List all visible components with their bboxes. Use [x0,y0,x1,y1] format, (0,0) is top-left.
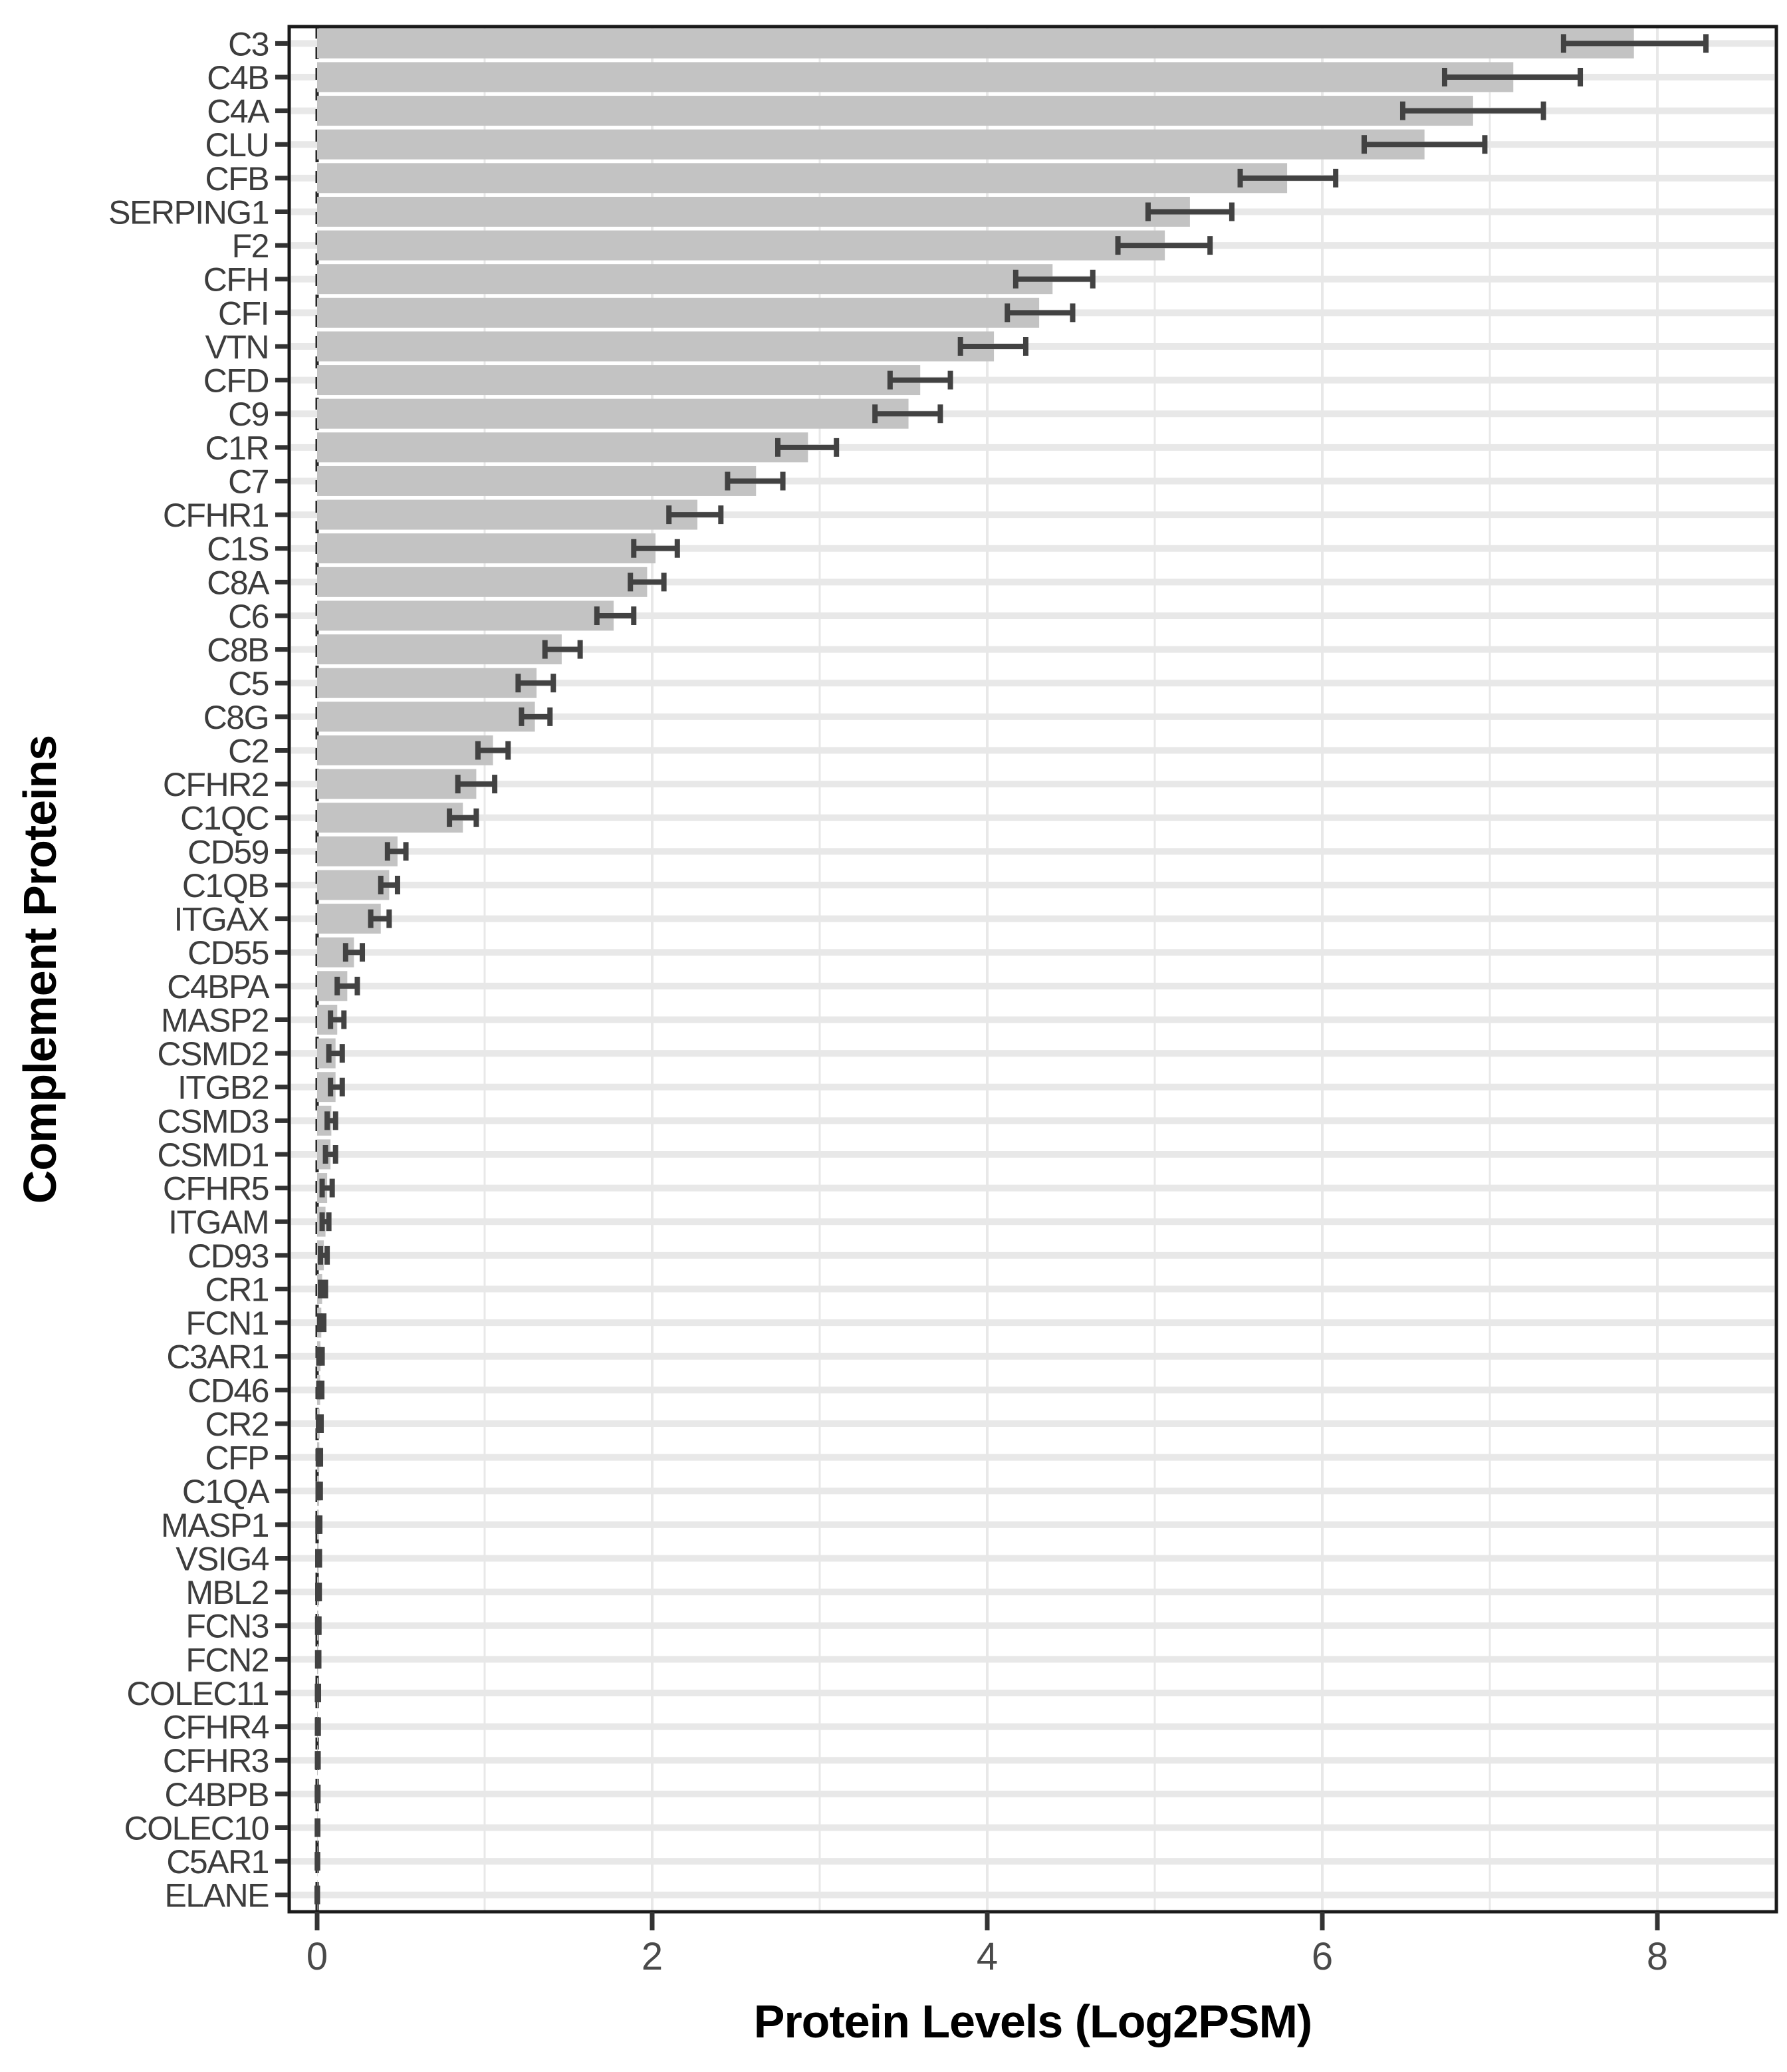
bar-CLU [317,129,1425,160]
y-axis-label-ITGAX: ITGAX [174,901,269,938]
x-tick-label-8: 8 [1647,1935,1668,1978]
y-axis-label-CLU: CLU [205,126,269,164]
y-axis-label-MBL2: MBL2 [185,1574,269,1611]
y-axis-label-VSIG4: VSIG4 [176,1540,269,1577]
y-axis-label-C8B: C8B [207,632,269,669]
bar-C6 [317,600,614,631]
y-axis-label-C4BPA: C4BPA [167,968,270,1005]
bar-C1QC [317,803,463,833]
bar-CFHR1 [317,499,698,530]
y-axis-label-C5: C5 [228,665,269,702]
y-axis-label-CD93: CD93 [187,1237,269,1275]
bar-C4A [317,96,1473,126]
y-axis-label-CR2: CR2 [205,1406,269,1443]
bar-CFI [317,297,1040,328]
x-tick-label-2: 2 [642,1935,663,1978]
y-axis-label-C7: C7 [228,463,269,500]
y-axis-label-COLEC11: COLEC11 [126,1675,269,1712]
y-axis-label-C1QB: C1QB [182,867,269,904]
y-axis-label-CFD: CFD [203,362,269,400]
y-axis-label-C1QA: C1QA [182,1473,270,1510]
bar-CD59 [317,836,398,866]
y-axis-label-C4BPB: C4BPB [165,1776,269,1813]
y-axis-label-CD55: CD55 [187,934,269,971]
bar-C1R [317,432,808,463]
bar-VTN [317,331,995,362]
bar-C8G [317,702,535,732]
bar-C7 [317,465,757,496]
y-axis-label-CFHR1: CFHR1 [163,497,269,534]
y-axis-label-CFB: CFB [205,160,269,197]
y-axis-label-C3AR1: C3AR1 [166,1339,269,1376]
y-axis-label-VTN: VTN [205,328,269,366]
y-axis-label-FCN2: FCN2 [185,1641,269,1678]
y-axis-label-CR1: CR1 [205,1271,269,1308]
bar-C8A [317,567,648,597]
y-axis-label-C4A: C4A [207,93,270,130]
y-axis-label-ITGAM: ITGAM [168,1204,269,1241]
x-axis-title: Protein Levels (Log2PSM) [753,1996,1312,2047]
y-axis-label-C1R: C1R [205,430,269,467]
y-axis-label-C5AR1: C5AR1 [166,1843,269,1880]
y-axis-label-ELANE: ELANE [165,1877,269,1914]
y-axis-label-C2: C2 [228,732,269,769]
y-axis-label-C4B: C4B [207,59,269,96]
y-axis-label-COLEC10: COLEC10 [124,1809,269,1847]
bar-C1S [317,533,656,564]
y-axis-label-CFP: CFP [205,1440,269,1477]
bar-C5 [317,668,537,698]
y-axis-title: Complement Proteins [14,735,66,1204]
bar-CFHR2 [317,769,477,799]
bar-CFD [317,365,921,396]
y-axis-label-CFI: CFI [218,295,269,332]
bar-C4B [317,62,1514,92]
bar-SERPING1 [317,196,1190,227]
x-tick-label-4: 4 [977,1935,998,1978]
y-axis-label-C3: C3 [228,25,269,63]
panel-border [287,25,1778,1914]
y-axis-label-CSMD2: CSMD2 [157,1035,269,1073]
y-axis-label-FCN1: FCN1 [185,1305,269,1342]
y-axis-label-C8A: C8A [207,564,270,601]
bar-C9 [317,398,909,429]
y-axis-label-ITGB2: ITGB2 [178,1069,269,1106]
bar-CFB [317,163,1288,194]
bar-CFH [317,264,1053,295]
bar-C3 [317,28,1634,59]
y-axis-label-CSMD1: CSMD1 [157,1136,269,1174]
y-axis-label-CD59: CD59 [187,833,269,870]
x-tick-label-6: 6 [1312,1935,1333,1978]
y-axis-label-C8G: C8G [203,699,269,736]
y-axis-label-CD46: CD46 [187,1372,269,1409]
y-axis-label-CFHR3: CFHR3 [163,1742,269,1779]
y-axis-label-CSMD3: CSMD3 [157,1102,269,1140]
y-axis-label-SERPING1: SERPING1 [108,194,269,231]
y-axis-label-MASP2: MASP2 [161,1001,269,1039]
y-axis-label-F2: F2 [232,227,269,265]
y-axis-label-C1QC: C1QC [180,800,269,837]
y-axis-label-CFHR5: CFHR5 [163,1170,269,1208]
bar-C1QB [317,870,390,900]
bar-C8B [317,634,562,665]
y-axis-label-C1S: C1S [207,531,269,568]
y-axis-label-CFHR2: CFHR2 [163,766,269,803]
y-axis-label-C9: C9 [228,396,269,433]
bar-F2 [317,230,1165,261]
x-tick-label-0: 0 [306,1935,328,1978]
y-axis-label-C6: C6 [228,598,269,635]
y-axis-label-CFH: CFH [203,261,269,299]
bar-C2 [317,735,493,765]
y-axis-label-FCN3: FCN3 [185,1608,269,1645]
y-axis-label-MASP1: MASP1 [161,1507,269,1544]
y-axis-label-CFHR4: CFHR4 [163,1709,269,1746]
